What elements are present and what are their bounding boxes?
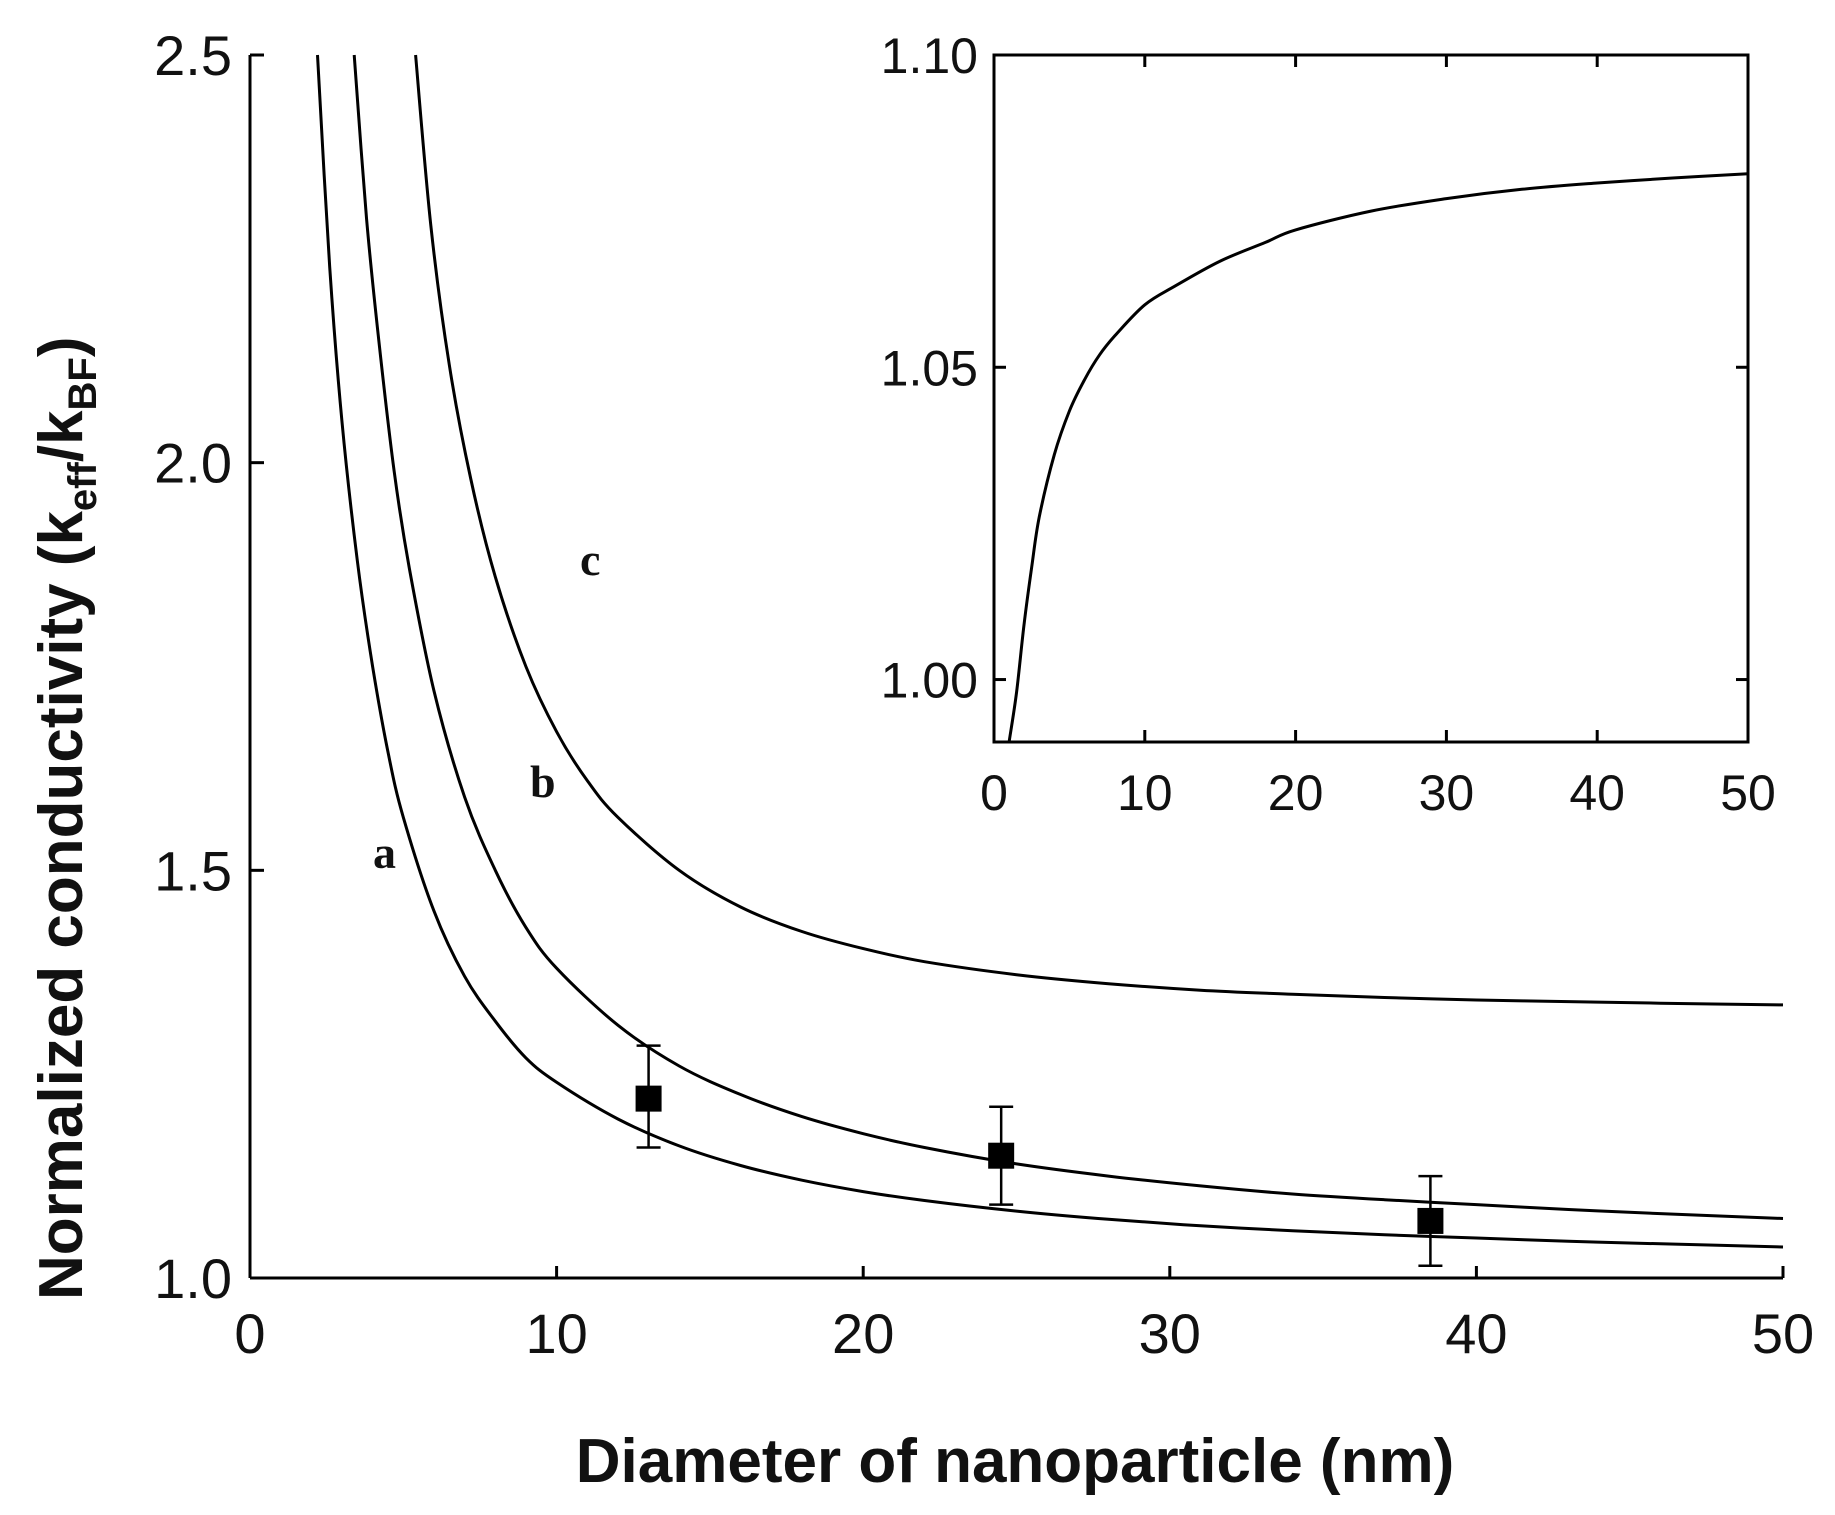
inset-curves: [1007, 172, 1749, 743]
main-curves: [316, 54, 1784, 1249]
main-x-tick-label: 30: [1139, 1302, 1201, 1365]
inset-x-tick-label: 50: [1720, 765, 1776, 821]
main-y-tick-label: 2.0: [154, 432, 232, 495]
y-axis-title-mid: /k: [27, 410, 96, 462]
inset-x-ticks: 0 10 20 30 40 50: [980, 55, 1776, 821]
curve-label-a: a: [373, 827, 396, 878]
main-x-tick-label: 20: [832, 1302, 894, 1365]
main-x-tick-label: 10: [525, 1302, 587, 1365]
inset-x-tick-label: 0: [980, 765, 1008, 821]
inset-y-tick-label: 1.00: [881, 653, 978, 709]
curve-c: [414, 54, 1784, 1007]
main-x-tick-label: 0: [234, 1302, 265, 1365]
inset-y-ticks: 1.00 1.05 1.10: [881, 28, 1748, 709]
main-y-ticks: 1.0 1.5 2.0 2.5: [154, 24, 264, 1310]
y-axis-title-sub-eff: eff: [61, 461, 105, 511]
main-y-tick-label: 2.5: [154, 24, 232, 87]
main-y-tick-label: 1.5: [154, 839, 232, 902]
curve-label-c: c: [580, 534, 600, 585]
inset-y-tick-label: 1.05: [881, 340, 978, 396]
inset-x-tick-label: 20: [1268, 765, 1324, 821]
main-y-tick-label: 1.0: [154, 1247, 232, 1310]
curve-label-b: b: [530, 756, 556, 807]
main-x-tick-label: 50: [1752, 1302, 1814, 1365]
inset-x-tick-label: 10: [1117, 765, 1173, 821]
main-x-ticks: 0 10 20 30 40 50: [234, 1266, 1814, 1365]
y-axis-title-sub-bf: BF: [61, 357, 105, 410]
y-axis-title: Normalized conductivity (keff/kBF): [27, 336, 105, 1300]
inset-plot: 0 10 20 30 40 50 1.00 1.05 1.10: [881, 28, 1776, 821]
data-point-marker: [1417, 1207, 1444, 1234]
data-point-marker: [635, 1085, 662, 1112]
inset-y-tick-label: 1.10: [881, 28, 978, 84]
main-plot: 0 10 20 30 40 50 1.0 1.5 2.0 2.5 a b c Diameter …: [27, 24, 1814, 1496]
curve-b: [352, 54, 1784, 1220]
inset-x-tick-label: 40: [1569, 765, 1625, 821]
curve-a: [316, 54, 1784, 1249]
data-point-marker: [988, 1142, 1015, 1169]
y-axis-title-main: Normalized conductivity (k: [27, 511, 96, 1300]
main-x-tick-label: 40: [1445, 1302, 1507, 1365]
main-data-points: [635, 1044, 1444, 1268]
inset-curve: [1007, 172, 1749, 743]
y-axis-title-end: ): [27, 336, 96, 357]
inset-x-tick-label: 30: [1419, 765, 1475, 821]
inset-frame: [992, 53, 1750, 744]
x-axis-title: Diameter of nanoparticle (nm): [576, 1427, 1454, 1496]
